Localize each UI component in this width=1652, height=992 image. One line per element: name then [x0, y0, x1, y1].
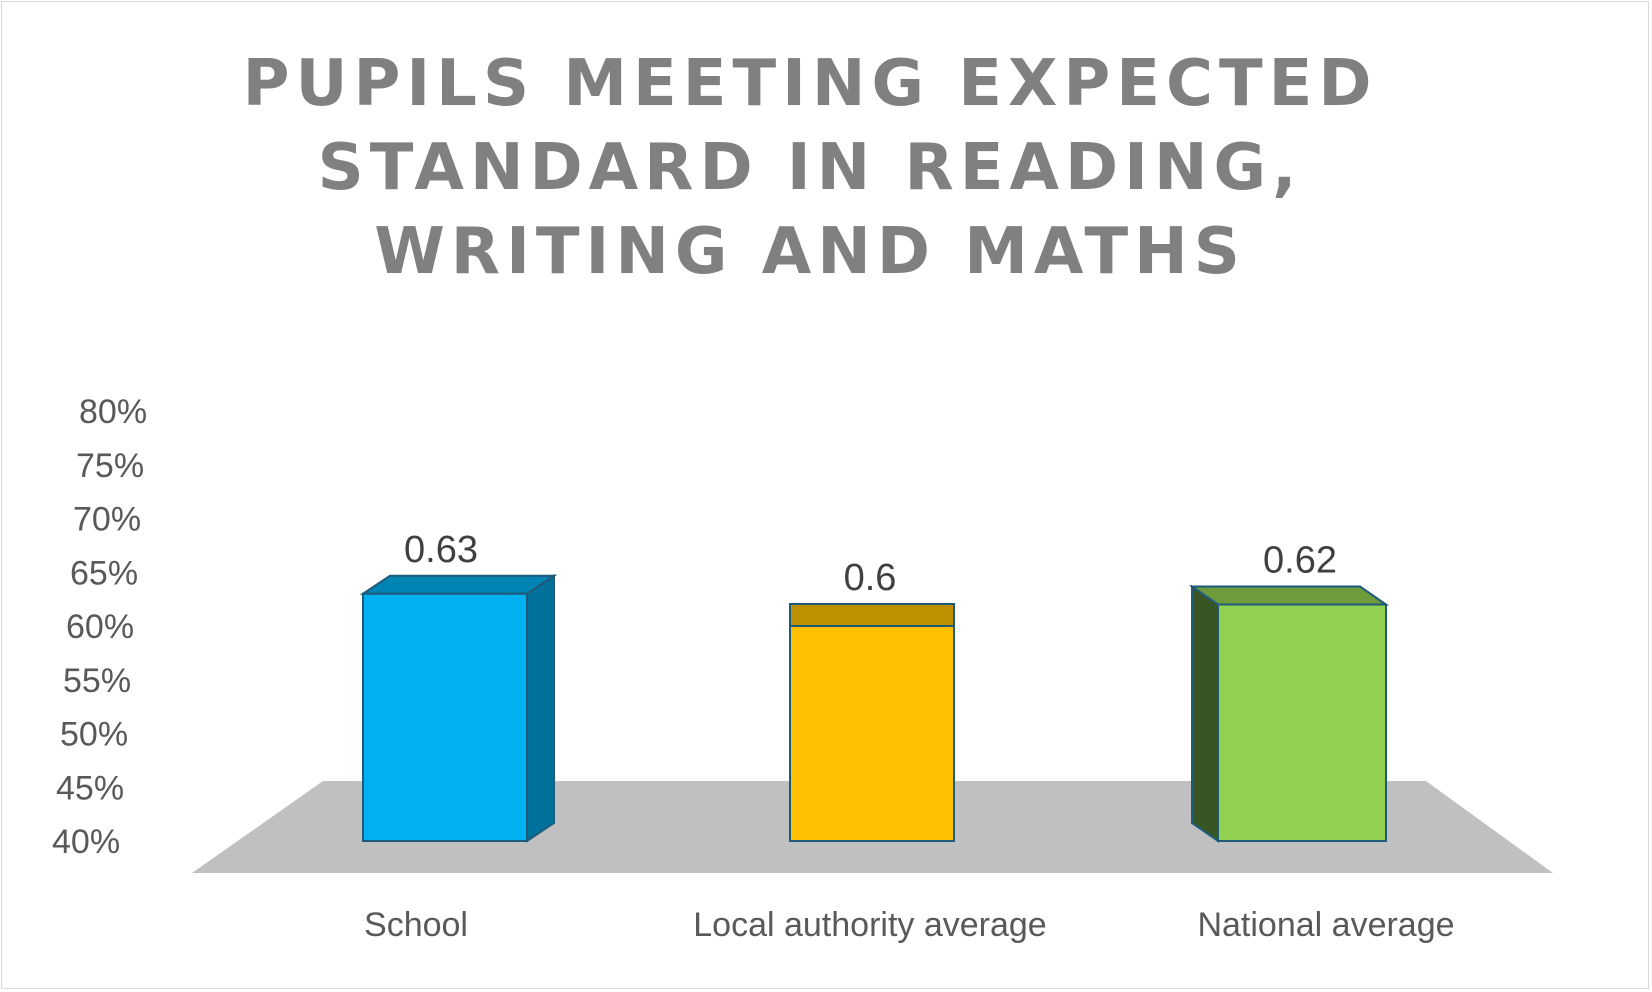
y-tick-label: 55% — [63, 662, 131, 700]
chart-title-line-3: WRITING AND MATHS — [374, 215, 1246, 289]
bar — [359, 573, 558, 843]
data-label: 0.6 — [844, 557, 897, 599]
bar-front — [362, 592, 528, 842]
data-labels: 0.63 0.6 0.62 — [404, 529, 1337, 599]
bar-top — [789, 603, 955, 627]
x-axis-categories: School Local authority average National av… — [364, 906, 1455, 944]
y-axis-ticks: 40% 45% 50% 55% 60% 65% 70% 75% 80% — [52, 393, 147, 861]
bar-top — [1188, 585, 1390, 606]
bar-front — [789, 625, 955, 842]
y-tick-label: 60% — [66, 608, 134, 646]
chart-title-line-2: STANDARD IN READING, — [317, 131, 1303, 205]
bar-top — [359, 574, 558, 595]
y-tick-label: 50% — [60, 716, 128, 754]
chart-title-line-1: PUPILS MEETING EXPECTED — [242, 47, 1378, 121]
y-tick-label: 65% — [70, 554, 138, 592]
data-label: 0.63 — [404, 529, 478, 571]
y-tick-label: 80% — [79, 393, 147, 431]
y-tick-label: 70% — [73, 501, 141, 539]
bar-side — [1191, 584, 1219, 843]
x-category-label: National average — [1197, 906, 1454, 944]
chart-title: PUPILS MEETING EXPECTED STANDARD IN READ… — [180, 42, 1440, 294]
y-tick-label: 45% — [56, 769, 124, 807]
bar-front — [1217, 603, 1387, 842]
bar-side — [526, 573, 555, 843]
x-category-label: Local authority average — [693, 906, 1046, 944]
y-tick-label: 40% — [52, 823, 120, 861]
bar-series — [359, 573, 1390, 843]
x-category-label: School — [364, 906, 468, 944]
y-tick-label: 75% — [76, 447, 144, 485]
bar — [789, 603, 955, 842]
data-label: 0.62 — [1263, 540, 1337, 582]
bar — [1188, 584, 1390, 843]
